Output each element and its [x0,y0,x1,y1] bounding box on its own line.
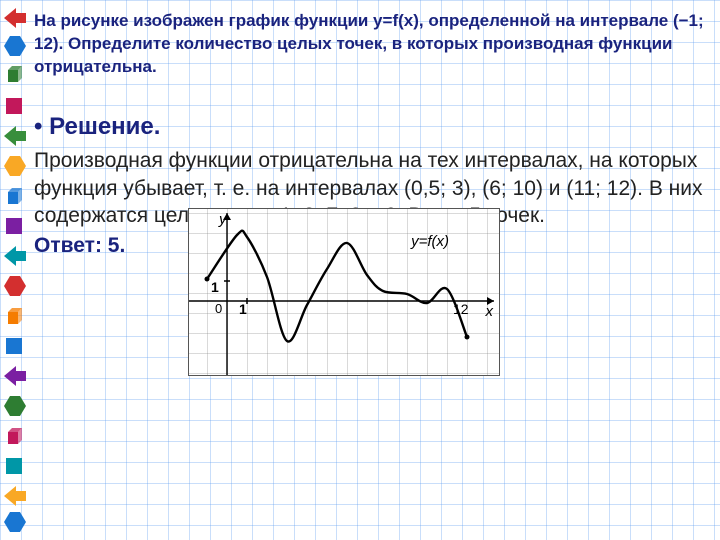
decor-cube [4,186,26,208]
graph-svg [189,209,499,375]
decor-cube [4,426,26,448]
axis-x-label: x [486,303,494,320]
decor-square [4,456,24,476]
decor-hex [4,36,26,56]
lower-row: Ответ: 5. y x y=f(x) 0 1 1 12 [34,232,706,376]
decor-square [4,336,24,356]
decor-hex [4,276,26,296]
solution-title: • Решение. [34,113,706,141]
task-text: На рисунке изображен график функции y=f(… [34,10,706,79]
decor-square [4,96,24,116]
tick-x12: 12 [453,301,469,317]
function-label: y=f(x) [411,233,449,250]
decor-hex [4,156,26,176]
tick-origin: 0 [215,301,222,316]
slide-content: На рисунке изображен график функции y=f(… [34,10,706,376]
decor-hex [4,512,26,532]
decor-arrow-left [4,366,26,386]
decor-arrow-left [4,246,26,266]
function-graph: y x y=f(x) 0 1 1 12 [188,208,500,376]
decor-cube [4,306,26,328]
decor-square [4,216,24,236]
decor-hex [4,396,26,416]
decor-arrow-left [4,126,26,146]
tick-x1: 1 [239,301,247,317]
tick-y1: 1 [211,279,219,295]
decor-arrow-left [4,486,26,506]
axis-y-label: y [219,211,227,228]
answer: Ответ: 5. [34,234,184,258]
decor-arrow-left [4,8,26,28]
decor-cube [4,64,26,86]
left-decor-strip [0,0,30,540]
